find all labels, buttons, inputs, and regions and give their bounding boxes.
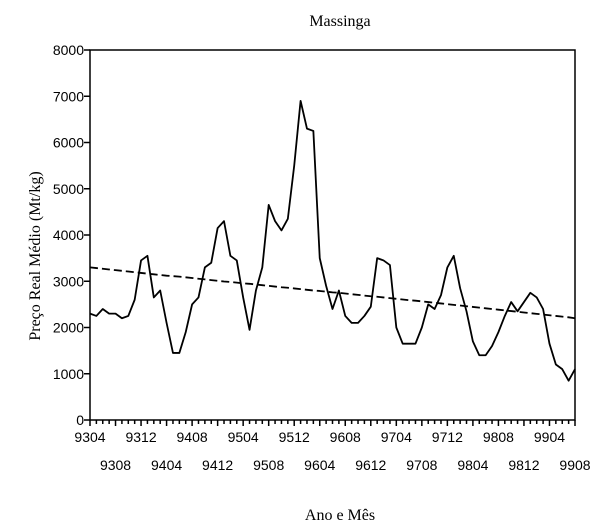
- y-tick-label: 5000: [53, 181, 84, 197]
- x-axis-label: Ano e Mês: [305, 507, 375, 524]
- x-tick-label: 9908: [559, 457, 590, 473]
- x-tick-label: 9708: [406, 457, 437, 473]
- x-tick-label: 9404: [151, 457, 182, 473]
- x-tick-label: 9712: [432, 429, 463, 445]
- x-tick-label: 9804: [457, 457, 488, 473]
- x-tick-label: 9308: [100, 457, 131, 473]
- x-axis: 9304 9312 9408 9504 9512 9608 9704 9712 9808 9904…: [74, 420, 591, 473]
- series-layer: [89, 99, 576, 382]
- y-tick-label: 6000: [53, 135, 84, 151]
- y-tick-label: 7000: [53, 88, 84, 104]
- x-tick-label: 9304: [74, 429, 105, 445]
- plot-frame: [89, 49, 576, 421]
- x-tick-label: 9904: [534, 429, 565, 445]
- x-tick-label: 9508: [253, 457, 284, 473]
- x-tick-label: 9312: [125, 429, 156, 445]
- y-tick-label: 2000: [53, 320, 84, 336]
- x-tick-label: 9812: [508, 457, 539, 473]
- x-tick-label: 9612: [355, 457, 386, 473]
- x-tick-label: 9504: [228, 429, 259, 445]
- y-tick-label: 1000: [53, 366, 84, 382]
- x-tick-label: 9808: [483, 429, 514, 445]
- x-tick-label: 9412: [202, 457, 233, 473]
- x-tick-label: 9608: [330, 429, 361, 445]
- y-axis: 0 1000 2000 3000 4000 5000 6000 7000 8000: [53, 42, 90, 428]
- chart-title: Massinga: [309, 13, 370, 30]
- x-tick-label: 9704: [381, 429, 412, 445]
- x-tick-label: 9604: [304, 457, 335, 473]
- y-tick-label: 8000: [53, 42, 84, 58]
- trend-line: [89, 266, 576, 320]
- x-tick-label: 9408: [177, 429, 208, 445]
- x-tick-label: 9512: [279, 429, 310, 445]
- y-tick-label: 0: [76, 412, 84, 428]
- y-tick-label: 3000: [53, 273, 84, 289]
- price-line: [89, 99, 576, 382]
- y-axis-label: Preço Real Médio (Mt/kg): [27, 171, 44, 340]
- y-tick-label: 4000: [53, 227, 84, 243]
